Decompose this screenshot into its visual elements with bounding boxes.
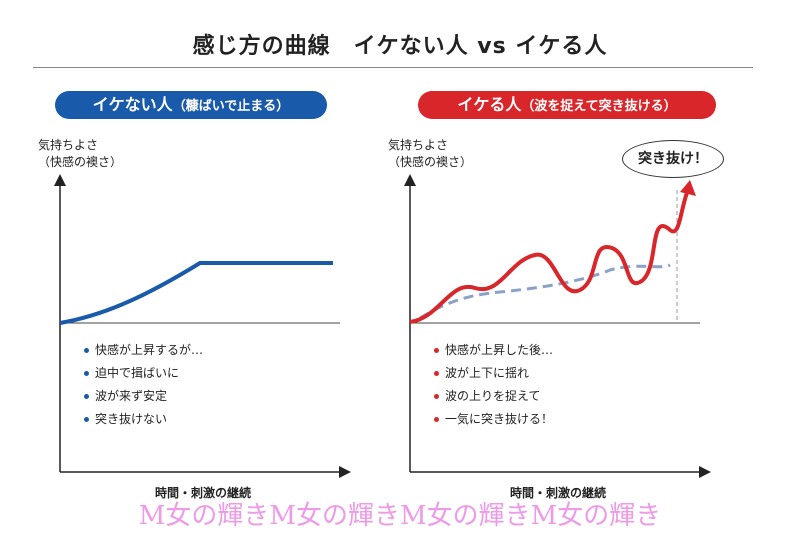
arrow-head-icon bbox=[680, 180, 696, 196]
bullet-text: 波の上りを捉えて bbox=[445, 389, 541, 403]
speech-bubble: 突き抜け！ bbox=[622, 140, 724, 178]
divider bbox=[33, 67, 753, 68]
list-item: 波の上りを捉えて bbox=[434, 385, 553, 408]
left-ylabel: 気持ちよさ （快感の襖さ） bbox=[38, 137, 122, 171]
bullet-text: 一気に突き抜ける！ bbox=[445, 412, 554, 426]
left-header: イケない人（糠ばいで止まる） bbox=[55, 91, 327, 119]
right-ylabel-sub: （快感の襖さ） bbox=[388, 155, 473, 169]
right-header: イケる人（波を捉えて突き抜ける） bbox=[418, 91, 716, 119]
right-ylabel: 気持ちよさ （快感の襖さ） bbox=[388, 137, 472, 171]
bullet-text: 突き抜けない bbox=[95, 412, 168, 426]
left-ylabel-main: 気持ちよさ bbox=[38, 138, 99, 152]
list-item: 快感が上昇するが… bbox=[84, 339, 203, 362]
list-item: 波が上下に揺れ bbox=[434, 362, 553, 385]
bullet-icon bbox=[84, 394, 89, 399]
list-item: 迫中で揖ばいに bbox=[84, 362, 203, 385]
left-header-sub: （糠ばいで止まる） bbox=[172, 99, 290, 114]
left-xlabel: 時間・刺激の継続 bbox=[155, 486, 252, 500]
bullet-icon bbox=[84, 371, 89, 376]
right-wave-curve bbox=[409, 189, 690, 324]
bullet-icon bbox=[84, 348, 89, 353]
bullet-icon bbox=[84, 417, 89, 422]
list-item: 快感が上昇した後… bbox=[434, 339, 553, 362]
right-ylabel-main: 気持ちよさ bbox=[388, 138, 449, 152]
right-header-sub: （波を捉えて突き抜ける） bbox=[521, 99, 677, 114]
bullet-icon bbox=[434, 417, 439, 422]
page-title: 感じ方の曲線 イケない人 vs イケる人 bbox=[192, 34, 608, 59]
list-item: 一気に突き抜ける！ bbox=[434, 408, 553, 431]
right-xlabel: 時間・刺激の継続 bbox=[510, 486, 607, 500]
bullet-text: 快感が上昇した後… bbox=[445, 343, 554, 357]
left-header-title: イケない人 bbox=[92, 95, 173, 114]
left-plateau-curve bbox=[59, 261, 333, 325]
left-bullets: 快感が上昇するが… 迫中で揖ばいに 波が来ず安定 突き抜けない bbox=[84, 339, 203, 431]
left-ylabel-sub: （快感の襖さ） bbox=[38, 155, 123, 169]
right-average-curve bbox=[419, 263, 671, 320]
bullet-icon bbox=[434, 348, 439, 353]
bullet-text: 快感が上昇するが… bbox=[95, 343, 204, 357]
bullet-icon bbox=[434, 371, 439, 376]
right-bullets: 快感が上昇した後… 波が上下に揺れ 波の上りを捉えて 一気に突き抜ける！ bbox=[434, 339, 553, 431]
right-header-title: イケる人 bbox=[457, 95, 522, 114]
list-item: 突き抜けない bbox=[84, 408, 203, 431]
bullet-icon bbox=[434, 394, 439, 399]
bullet-text: 波が上下に揺れ bbox=[445, 366, 530, 380]
list-item: 波が来ず安定 bbox=[84, 385, 203, 408]
bullet-text: 迫中で揖ばいに bbox=[95, 366, 180, 380]
bullet-text: 波が来ず安定 bbox=[95, 389, 168, 403]
